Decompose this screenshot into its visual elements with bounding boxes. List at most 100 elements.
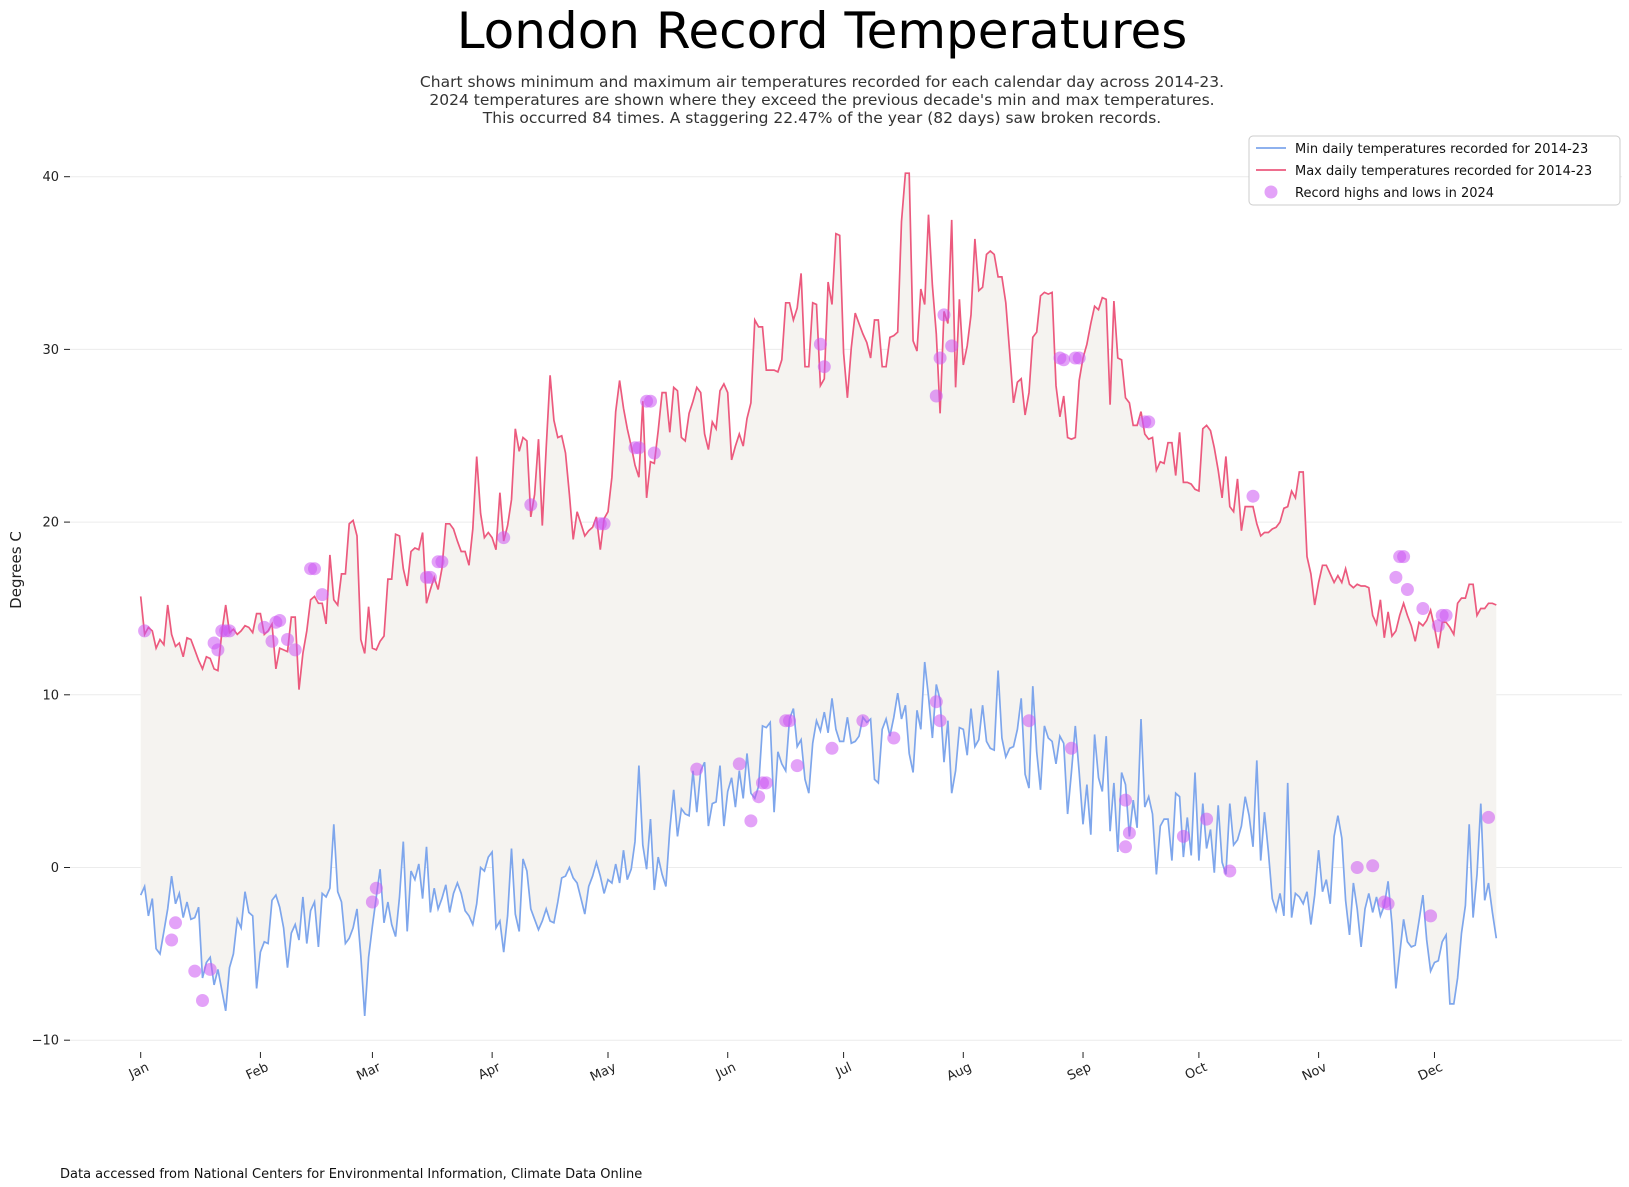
record-point [1119,793,1132,807]
legend-max-label: Max daily temperatures recorded for 2014… [1295,164,1592,179]
record-point [1439,608,1453,622]
chart-subtitle-line-2: 2024 temperatures are shown where they e… [429,91,1214,109]
chart-title: London Record Temperatures [457,2,1188,60]
record-point [188,964,202,978]
record-point [524,498,538,512]
record-point [1072,351,1086,365]
record-point [744,814,758,828]
record-point [1122,826,1136,840]
record-point [423,570,437,584]
record-point [1424,909,1438,923]
record-point [644,394,657,408]
legend: Min daily temperatures recorded for 2014… [1248,135,1621,206]
x-tick-label: Apr [476,1060,503,1083]
x-tick-label: Jun [713,1060,739,1083]
record-point [1200,812,1214,826]
record-point [211,643,225,657]
record-point [1400,583,1414,596]
y-tick-label: 10 [42,688,59,703]
x-tick-label: Nov [1300,1060,1330,1084]
record-point [825,741,839,755]
x-tick-label: Jul [833,1060,854,1081]
record-point [1389,570,1403,584]
x-tick-label: Feb [244,1060,271,1083]
record-point [1119,840,1132,854]
x-tick-label: Jan [126,1060,151,1082]
record-point [196,994,209,1007]
record-point [632,441,646,455]
record-point [257,620,271,634]
record-point [945,339,959,353]
chart-subtitle-line-1: Chart shows minimum and maximum air temp… [420,73,1224,91]
record-point [929,695,943,709]
record-point [435,555,449,569]
record-point [1064,741,1078,755]
record-point [647,446,661,460]
y-tick-label: 0 [51,861,59,876]
record-point [203,962,217,976]
y-tick-label: 20 [42,516,59,531]
record-point [937,308,951,322]
legend-record-label: Record highs and lows in 2024 [1295,186,1494,201]
record-point [1246,489,1260,503]
record-point [1416,602,1430,615]
record-point [1022,714,1036,728]
record-point [281,633,294,646]
record-point [308,562,321,576]
record-point [790,759,804,773]
legend-record-swatch [1264,185,1278,199]
record-point [1057,353,1071,367]
record-point [597,517,611,531]
record-point [1482,810,1495,824]
x-tick-label: May [588,1060,619,1085]
record-point [732,757,746,771]
record-point [933,714,947,728]
record-point [273,614,287,627]
y-tick-label: 30 [42,343,59,358]
source-note: Data accessed from National Centers for … [60,1167,642,1182]
record-point [929,389,943,403]
record-point [1431,619,1445,633]
y-tick-label: 40 [42,170,59,185]
record-point [1366,859,1380,873]
min-temperature-line [139,661,1498,1017]
chart-subtitle-line-3: This occurred 84 times. A staggering 22.… [482,109,1161,127]
record-point [1350,861,1364,874]
record-point [1223,864,1237,878]
legend-box [1248,135,1621,206]
record-point [315,588,329,602]
x-tick-label: Mar [355,1060,384,1084]
x-axis-ticks: Jan Feb Mar Apr May Jun Jul Aug Sep Oct Nov Dec [126,1052,1445,1085]
record-point [759,776,773,790]
record-point [223,624,236,638]
y-tick-label: −10 [32,1034,59,1049]
record-point [813,337,827,351]
y-axis-label: Degrees C [7,531,25,609]
record-point [265,634,279,648]
x-tick-label: Dec [1416,1060,1445,1084]
legend-min-label: Min daily temperatures recorded for 2014… [1295,142,1588,157]
record-point [887,731,901,745]
record-point [138,624,152,638]
record-point [288,643,302,657]
record-point [752,790,766,804]
record-point [690,762,704,776]
record-point [856,714,870,728]
record-point [1142,415,1156,429]
x-tick-label: Oct [1183,1060,1210,1083]
record-point [1397,550,1411,564]
record-point [783,714,796,728]
min-max-range-fill [140,173,1497,1016]
record-point [497,531,511,545]
record-point [365,895,379,909]
record-points [138,308,1495,1007]
record-point [1176,829,1190,843]
record-point [369,881,383,895]
record-point [165,933,179,947]
record-point [933,351,947,365]
record-point [817,360,831,374]
y-axis-ticks: −10 0 10 20 30 40 [32,170,70,1049]
x-tick-label: Aug [945,1060,974,1084]
x-tick-label: Sep [1065,1060,1094,1084]
